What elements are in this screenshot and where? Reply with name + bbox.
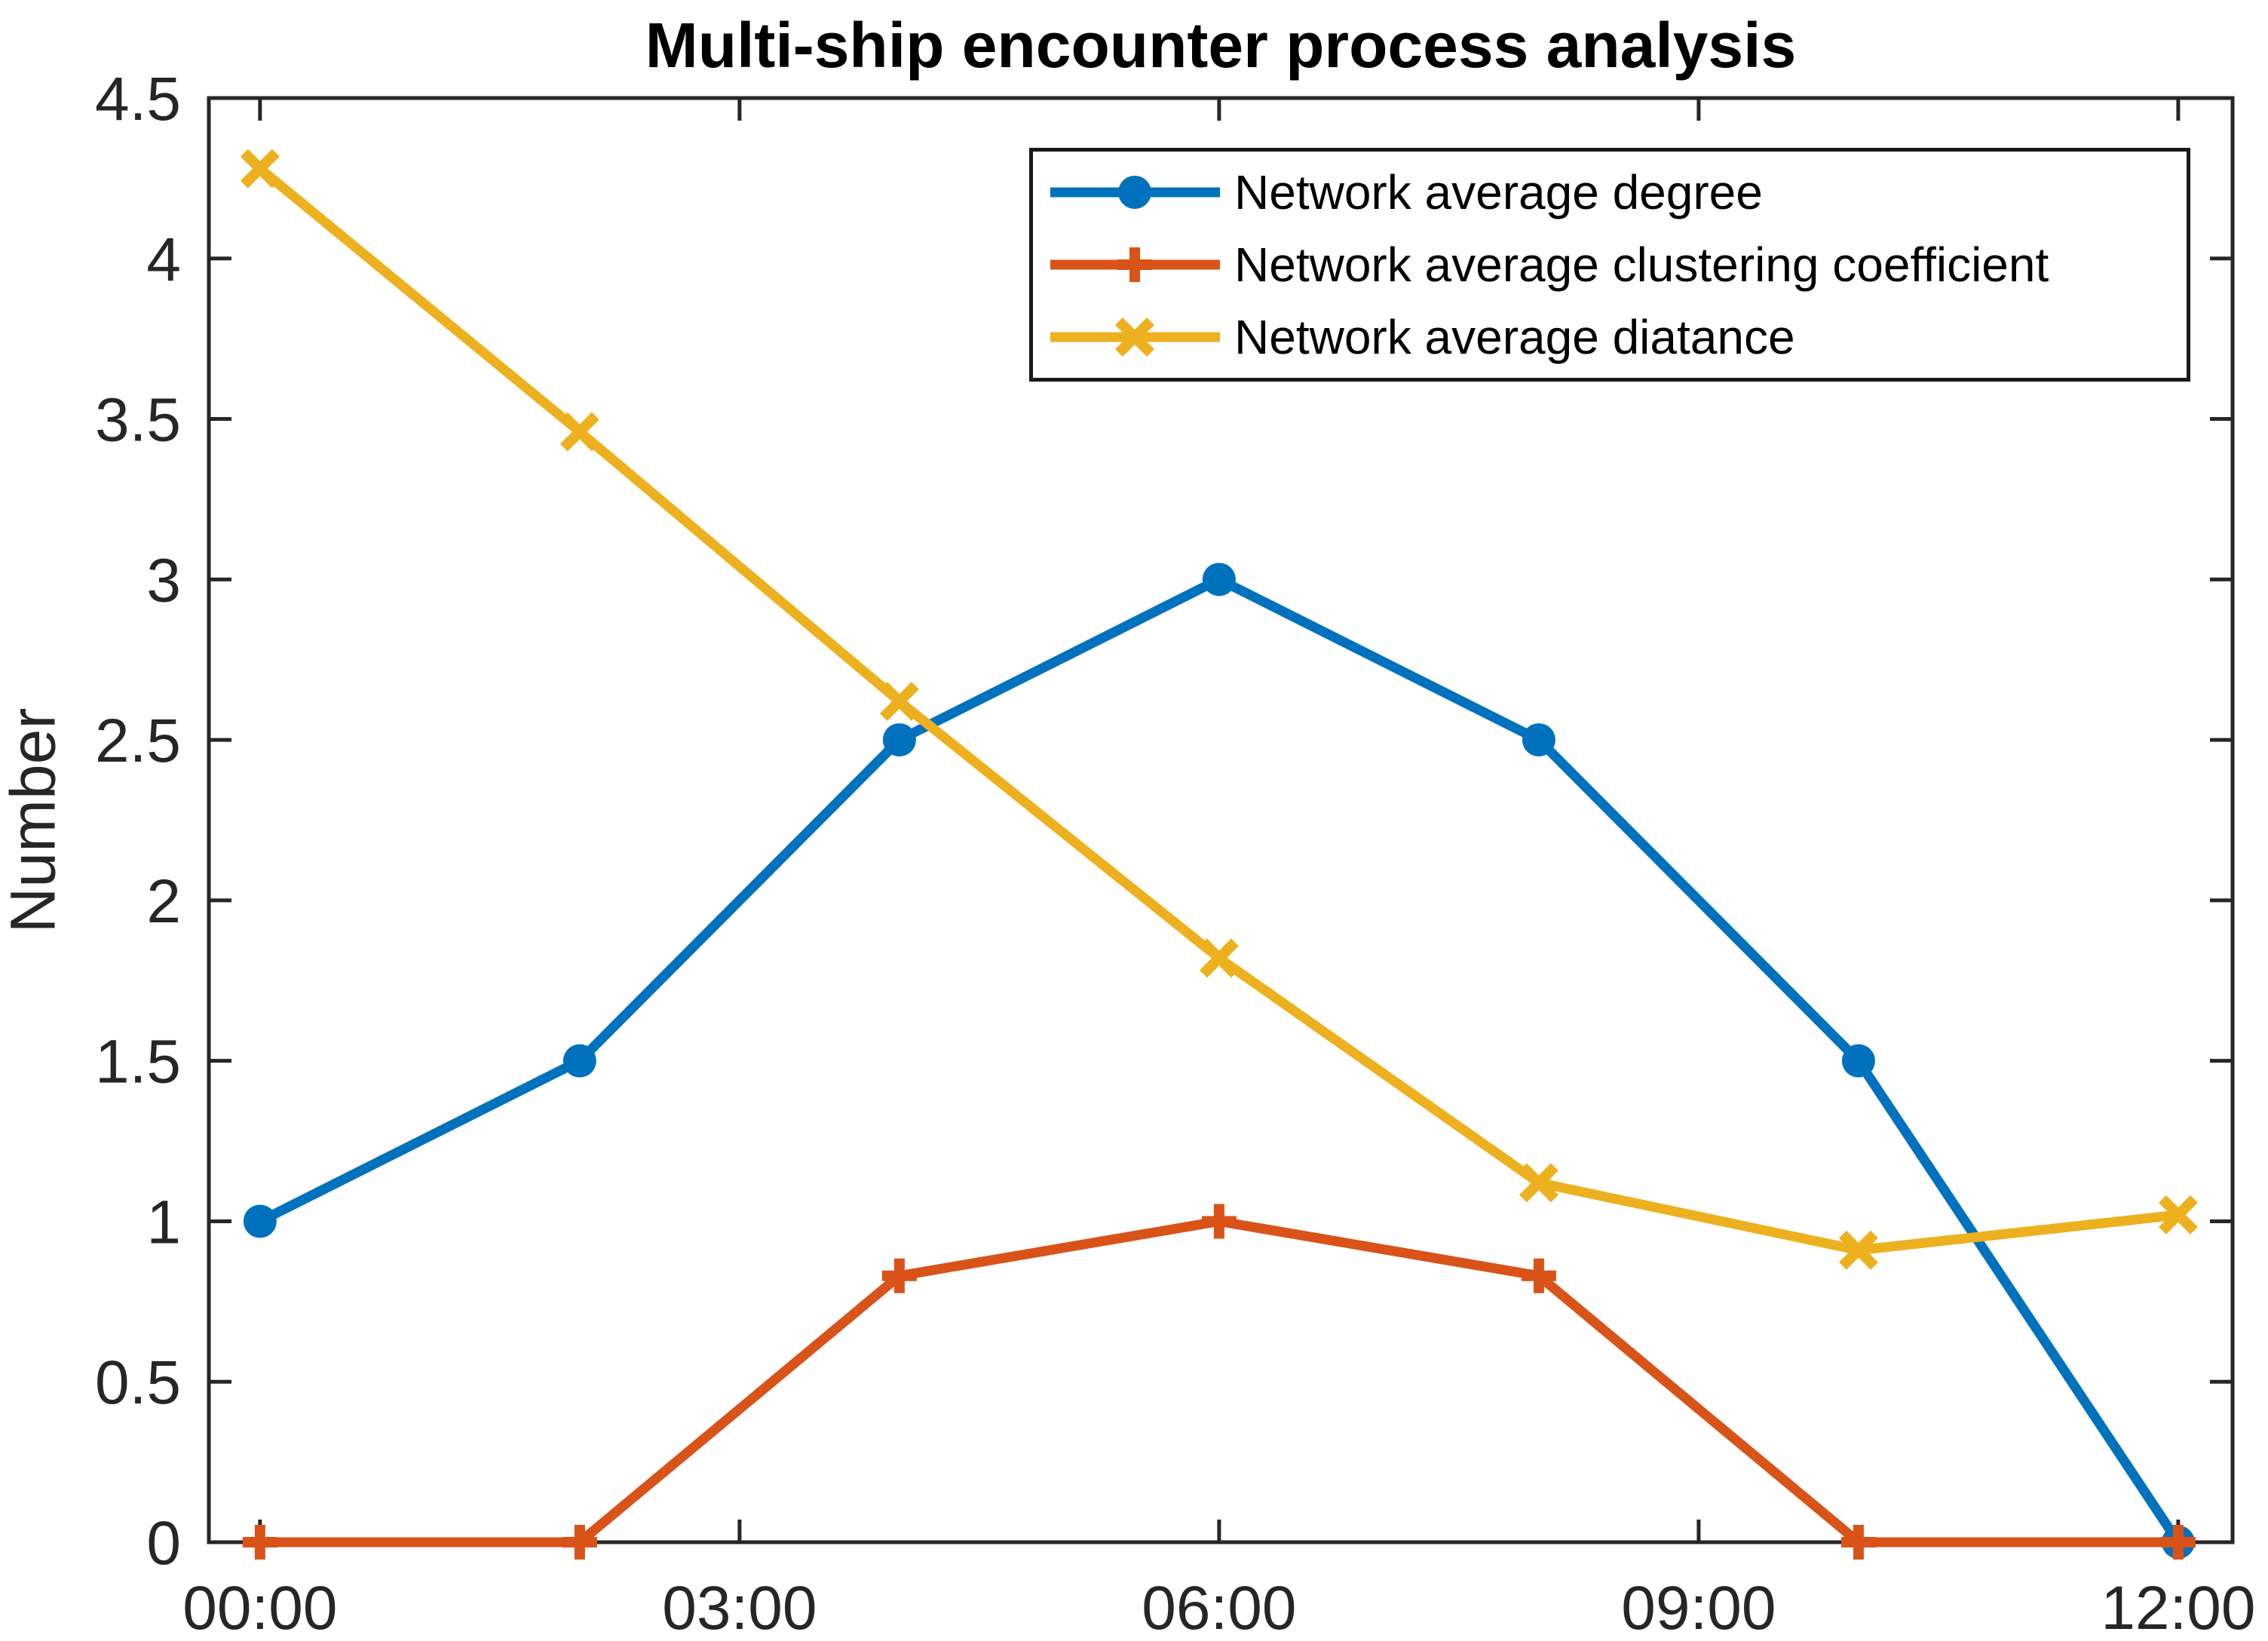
y-tick-label: 3: [146, 546, 181, 615]
y-tick-label: 4: [146, 225, 181, 294]
x-tick-label: 03:00: [662, 1574, 817, 1641]
y-tick-label: 0: [146, 1509, 181, 1578]
y-tick-labels: 0 0.5 1 1.5 2 2.5 3 3.5 4 4.5: [95, 65, 181, 1578]
legend-item-clustering-coefficient: Network average clustering coefficient: [1033, 229, 2187, 301]
y-tick-label: 1: [146, 1188, 181, 1256]
y-tick-label: 2.5: [95, 707, 181, 775]
y-tick-label: 0.5: [95, 1348, 181, 1417]
y-tick-label: 2: [146, 867, 181, 936]
legend-line-plus-marker-icon: [1050, 247, 1220, 282]
x-tick-label: 09:00: [1621, 1574, 1776, 1641]
y-tick-label: 1.5: [95, 1028, 181, 1097]
legend-line-x-marker-icon: [1050, 317, 1220, 357]
legend-label: Network average degree: [1234, 165, 1763, 219]
legend-label: Network average clustering coefficient: [1234, 238, 2049, 292]
chart-title: Multi-ship encounter process analysis: [645, 10, 1797, 81]
x-tick-label: 12:00: [2101, 1574, 2255, 1641]
series-line-1: [242, 1204, 2196, 1560]
x-tick-labels: 00:00 03:00 06:00 09:00 12:00: [182, 1574, 2255, 1641]
y-ticks: [209, 96, 2233, 1544]
legend-item-degree: Network average degree: [1033, 156, 2187, 229]
legend-label: Network average diatance: [1234, 310, 1795, 364]
series-line-2: [240, 149, 2198, 1270]
y-tick-label: 3.5: [95, 386, 181, 455]
y-tick-label: 4.5: [95, 65, 181, 133]
x-tick-label: 00:00: [182, 1574, 337, 1641]
legend-item-distance: Network average diatance: [1033, 301, 2187, 373]
series-line-0: [243, 563, 2195, 1559]
legend-line-circle-marker-icon: [1050, 176, 1220, 209]
x-tick-label: 06:00: [1142, 1574, 1296, 1641]
legend: Network average degree Network average c…: [1029, 148, 2190, 382]
